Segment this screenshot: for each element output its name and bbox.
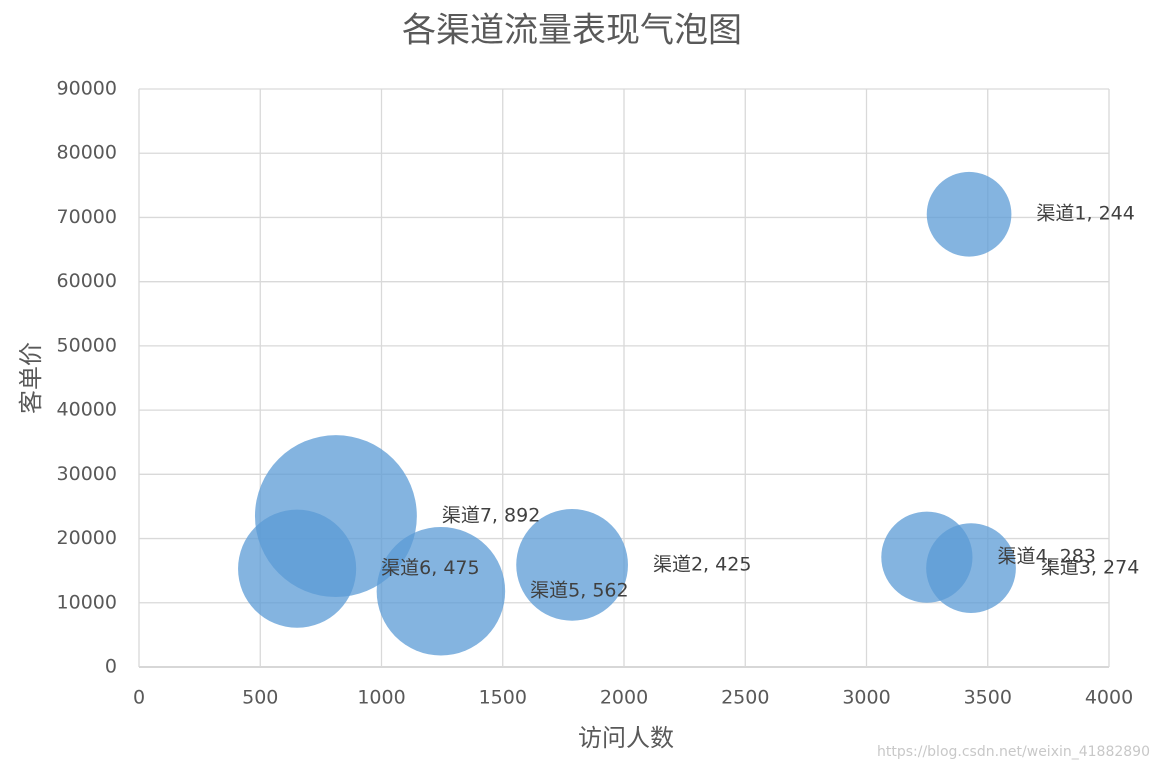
y-tick-label: 10000	[57, 591, 117, 613]
bubble	[881, 511, 973, 603]
x-tick-label: 3500	[964, 687, 1012, 709]
y-tick-label: 70000	[57, 206, 117, 228]
x-tick-label: 2500	[721, 687, 769, 709]
y-tick-label: 0	[105, 656, 117, 678]
x-tick-label: 0	[133, 687, 145, 709]
x-tick-label: 1500	[479, 687, 527, 709]
bubble	[376, 526, 506, 656]
y-tick-label: 30000	[57, 463, 117, 485]
data-label: 渠道2, 425	[653, 553, 751, 575]
bubble	[516, 509, 628, 621]
data-label: 渠道1, 244	[1036, 203, 1134, 225]
x-axis-label: 访问人数	[578, 724, 674, 752]
y-tick-label: 50000	[57, 334, 117, 356]
chart-title: 各渠道流量表现气泡图	[402, 11, 742, 51]
y-tick-label: 90000	[57, 78, 117, 100]
data-label: 渠道4, 283	[997, 546, 1095, 568]
bubble	[926, 171, 1012, 257]
data-label: 渠道3, 274	[1041, 557, 1139, 579]
data-label: 渠道5, 562	[530, 580, 628, 602]
y-tick-label: 80000	[57, 142, 117, 164]
x-tick-label: 3000	[842, 687, 890, 709]
y-tick-label: 20000	[57, 527, 117, 549]
x-tick-label: 2000	[600, 687, 648, 709]
y-tick-label: 40000	[57, 399, 117, 421]
x-tick-label: 1000	[357, 687, 405, 709]
data-label: 渠道7, 892	[442, 505, 540, 527]
x-tick-label: 500	[242, 687, 278, 709]
y-axis-label: 客单价	[17, 342, 45, 414]
watermark: https://blog.csdn.net/weixin_41882890	[877, 744, 1150, 760]
bubble	[254, 435, 417, 598]
y-tick-label: 60000	[57, 270, 117, 292]
x-tick-label: 4000	[1085, 687, 1133, 709]
data-label: 渠道6, 475	[381, 557, 479, 579]
